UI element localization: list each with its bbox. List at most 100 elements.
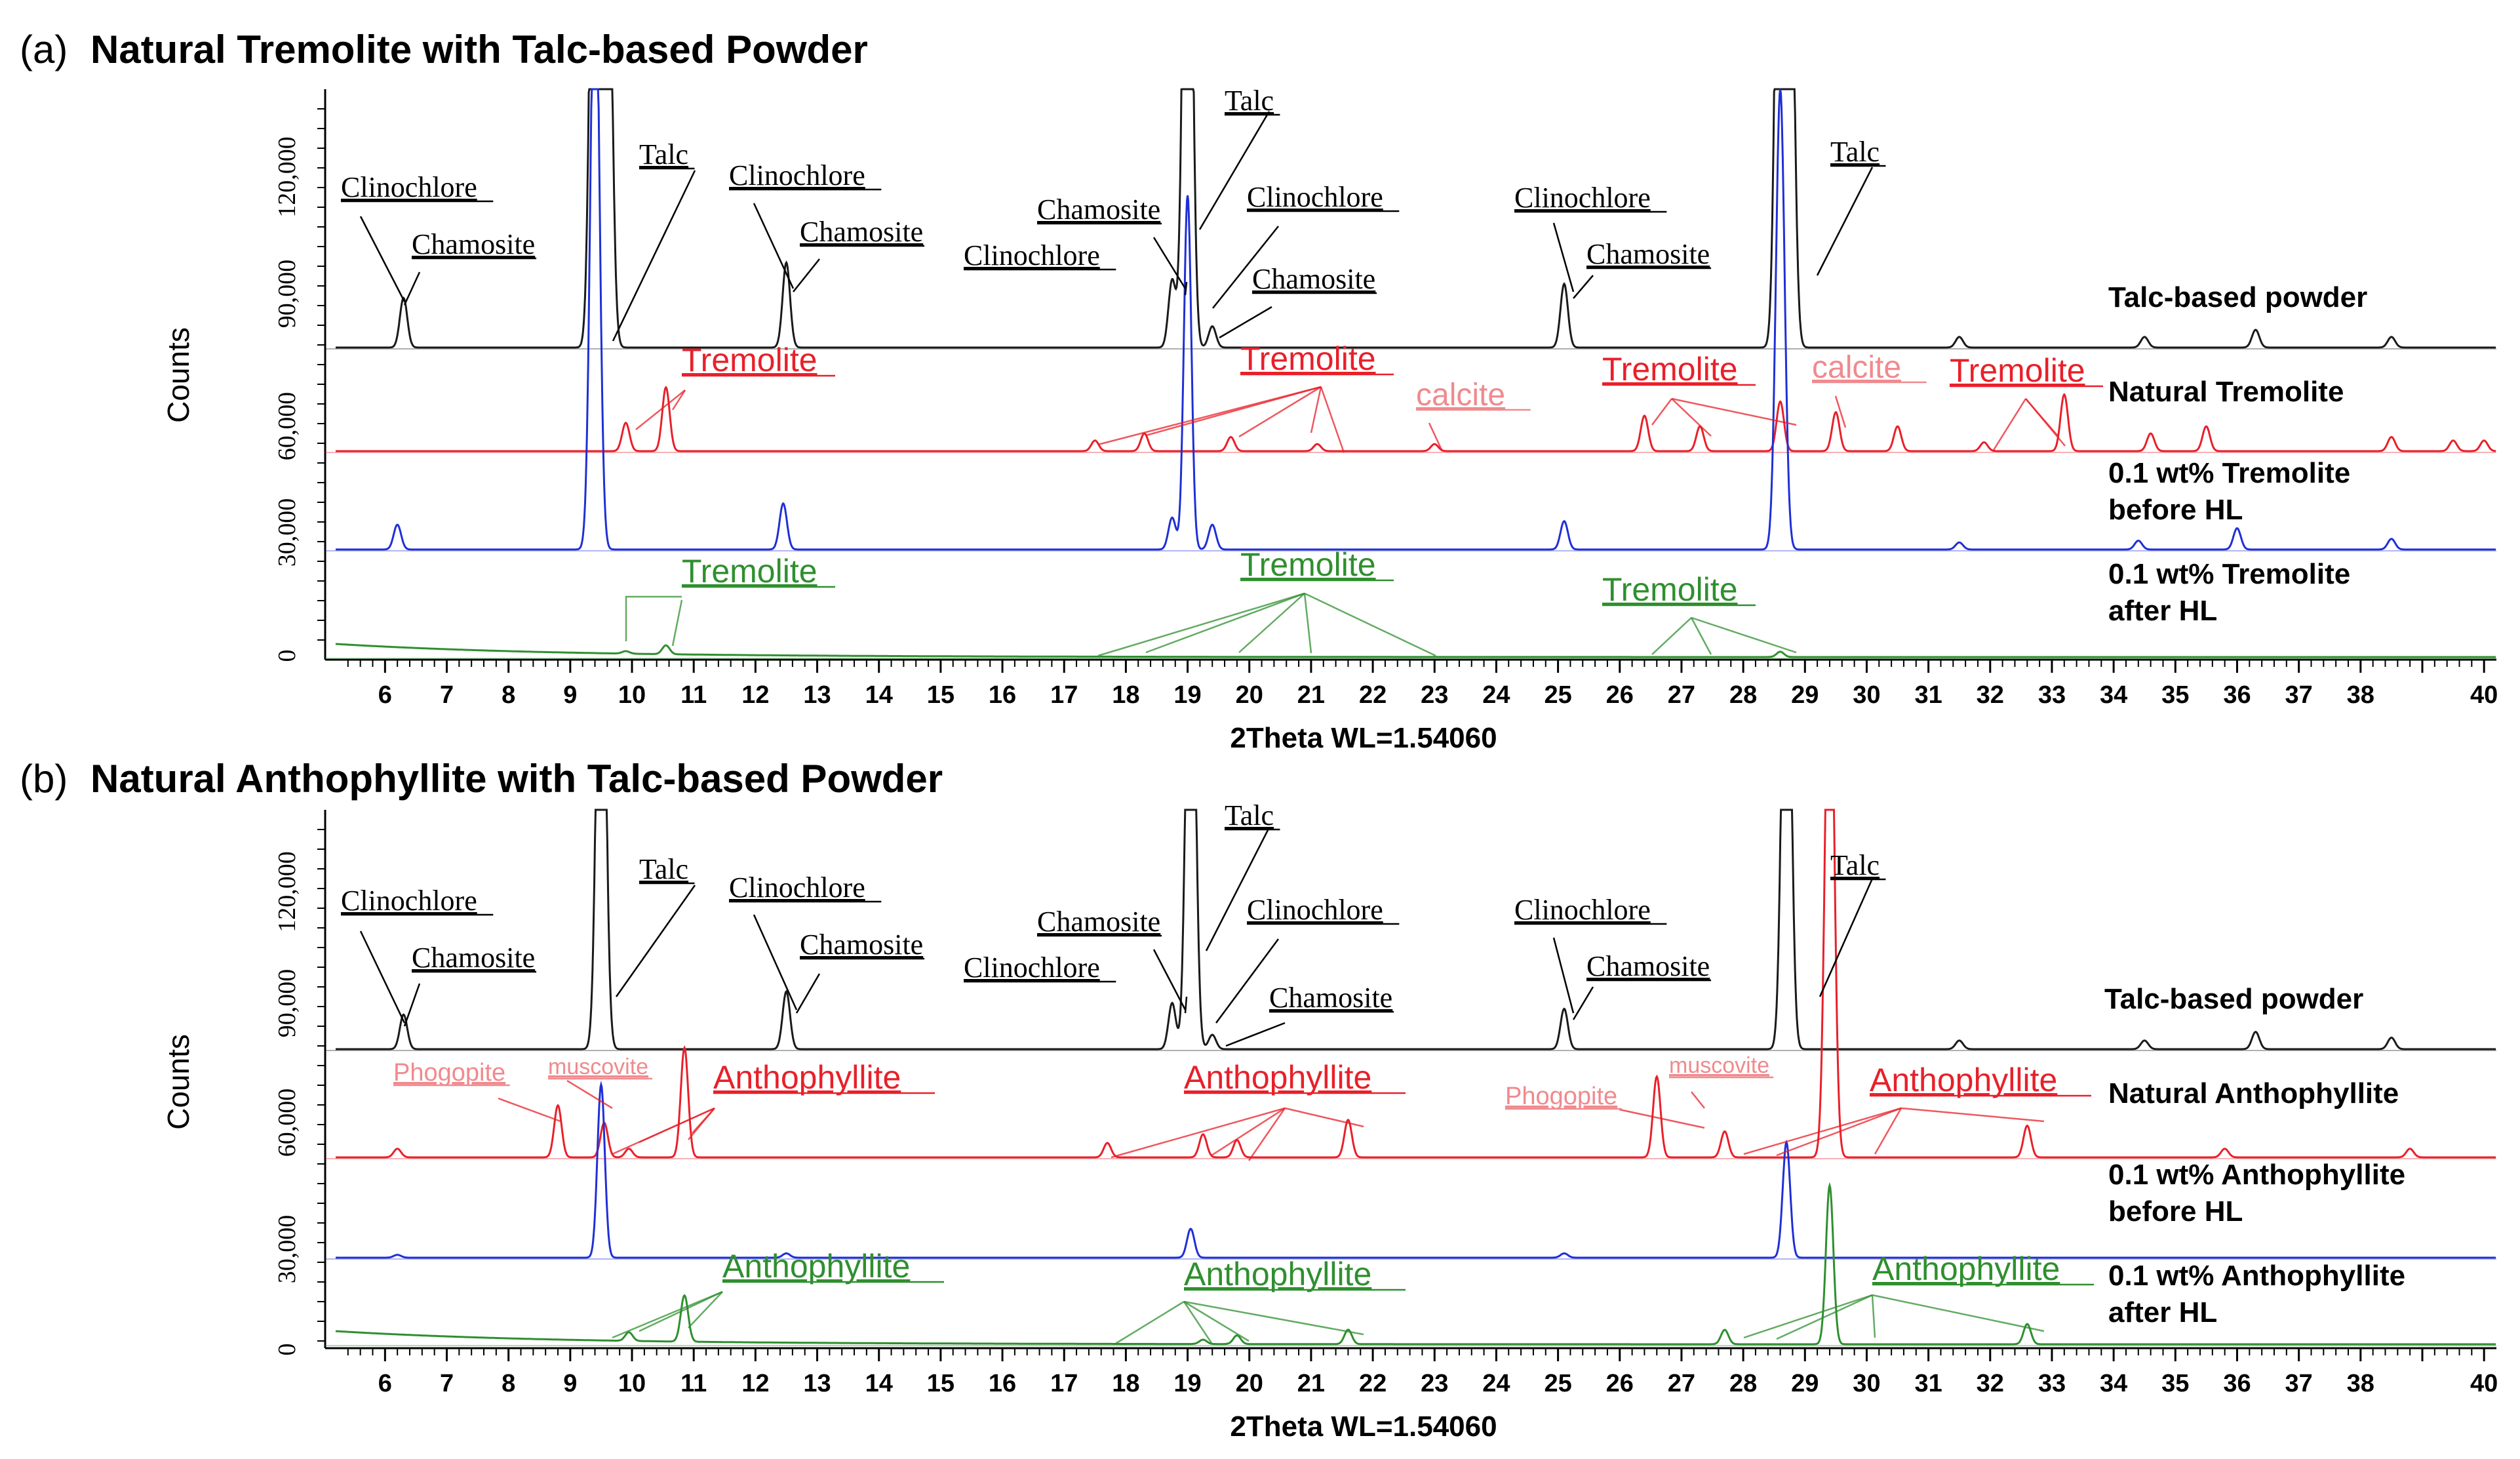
peak-label: Talc bbox=[1225, 799, 1274, 831]
peak-label: Tremolite bbox=[682, 553, 817, 590]
peak-leader-line bbox=[1183, 1300, 1364, 1336]
peak-leader-line bbox=[671, 599, 683, 647]
peak-leader-line bbox=[1428, 422, 1444, 452]
peak-leader-line bbox=[1183, 1301, 1213, 1344]
panel-a-ytick: 30,000 bbox=[273, 498, 301, 567]
peak-label: Clinochlore bbox=[1514, 894, 1651, 926]
x-tick-label: 19 bbox=[1173, 681, 1201, 709]
peak-leader-line bbox=[1238, 593, 1305, 653]
peak-leader-line bbox=[498, 1097, 561, 1123]
peak-leader-line bbox=[1198, 111, 1270, 230]
peak-label: Talc bbox=[639, 853, 688, 885]
x-tick-label: 17 bbox=[1050, 1370, 1078, 1397]
peak-label: Anthophyllite bbox=[722, 1248, 910, 1285]
peak-leader-line bbox=[1992, 398, 2027, 452]
peak-label: Clinochlore bbox=[964, 239, 1100, 271]
x-tick-label: 14 bbox=[865, 1370, 893, 1397]
peak-leader-line bbox=[1743, 1294, 1873, 1339]
peak-leader-line bbox=[1691, 616, 1797, 654]
panel-b-ylabel: Counts bbox=[161, 1034, 195, 1130]
x-tick-label: 36 bbox=[2223, 1370, 2251, 1397]
legend-entry: 0.1 wt% Tremolite after HL bbox=[2108, 558, 2350, 627]
peak-leader-line bbox=[795, 973, 821, 1014]
peak-label: Chamosite bbox=[1037, 193, 1160, 226]
peak-leader-line bbox=[1205, 827, 1270, 951]
peak-leader-line bbox=[1310, 386, 1322, 433]
legend-entry: Natural Anthophyllite bbox=[2108, 1077, 2399, 1109]
peak-leader-line bbox=[1152, 237, 1187, 289]
series-trace bbox=[336, 386, 2496, 452]
peak-leader-line bbox=[1834, 395, 1847, 428]
x-tick-label: 26 bbox=[1606, 1370, 1634, 1397]
peak-leader-line bbox=[1872, 1294, 2045, 1332]
legend-entry: 0.1 wt% Anthophyllite before HL bbox=[2108, 1159, 2405, 1228]
x-tick-label: 13 bbox=[803, 681, 831, 709]
peak-leader-line bbox=[1871, 1294, 1876, 1338]
x-tick-label: 22 bbox=[1359, 1370, 1387, 1397]
x-tick-label: 38 bbox=[2347, 681, 2374, 709]
peak-leader-line bbox=[793, 258, 820, 292]
peak-label: Anthophyllite bbox=[1872, 1250, 2060, 1287]
x-tick-label: 10 bbox=[618, 1370, 646, 1397]
panel-b-yticks: 0 30,000 60,000 90,000 120,000 bbox=[273, 851, 301, 1355]
series-trace bbox=[336, 88, 2496, 349]
peak-label: Anthophyllite bbox=[713, 1059, 901, 1096]
peak-leader-line bbox=[359, 216, 406, 302]
peak-leader-line bbox=[612, 1290, 723, 1339]
peak-label: Talc bbox=[639, 138, 688, 170]
panel-b-ytick: 120,000 bbox=[273, 851, 301, 932]
x-tick-label: 12 bbox=[741, 681, 769, 709]
peak-label: Chamosite bbox=[1586, 950, 1710, 982]
x-tick-label: 8 bbox=[502, 1370, 515, 1397]
peak-label: Talc bbox=[1225, 85, 1274, 117]
x-tick-label: 23 bbox=[1421, 681, 1448, 709]
series-trace bbox=[335, 1182, 2496, 1346]
x-tick-label: 12 bbox=[741, 1370, 769, 1397]
x-tick-label: 27 bbox=[1668, 1370, 1695, 1397]
peak-leader-line bbox=[1552, 937, 1575, 1014]
x-tick-label: 24 bbox=[1482, 1370, 1510, 1397]
x-tick-label: 21 bbox=[1297, 1370, 1325, 1397]
peak-leader-line bbox=[1776, 1107, 1902, 1157]
peak-leader-line bbox=[1320, 386, 1345, 453]
peak-leader-line bbox=[1211, 1107, 1286, 1157]
peak-label: Clinochlore bbox=[341, 885, 477, 917]
x-tick-label: 23 bbox=[1421, 1370, 1448, 1397]
x-tick-label: 26 bbox=[1606, 681, 1634, 709]
panel-a-ytick: 0 bbox=[273, 650, 301, 662]
peak-label: Tremolite bbox=[682, 342, 817, 378]
x-tick-label: 7 bbox=[440, 681, 454, 709]
peak-leader-line bbox=[1145, 592, 1305, 654]
peak-label: Phogopite bbox=[1505, 1083, 1617, 1110]
x-tick-label: 11 bbox=[680, 1370, 707, 1397]
peak-leader-line bbox=[1671, 397, 1797, 426]
peak-leader-line bbox=[403, 271, 421, 306]
x-tick-label: 16 bbox=[989, 681, 1016, 709]
x-tick-label: 18 bbox=[1112, 1370, 1139, 1397]
x-tick-label: 40 bbox=[2470, 681, 2498, 709]
peak-leader-line bbox=[753, 914, 798, 1010]
panel-b-title: Natural Anthophyllite with Talc-based Po… bbox=[90, 757, 943, 801]
peak-label: Anthophyllite bbox=[1870, 1062, 2057, 1098]
peak-label: Anthophyllite bbox=[1184, 1059, 1371, 1096]
peak-leader-line bbox=[612, 170, 696, 342]
peak-leader-line bbox=[1097, 592, 1305, 657]
panel-b-ytick: 90,000 bbox=[273, 969, 301, 1038]
peak-label: Clinochlore bbox=[1247, 181, 1383, 213]
peak-leader-line bbox=[635, 390, 686, 430]
panel-a-ytick: 120,000 bbox=[273, 136, 301, 218]
peak-leader-line bbox=[1184, 281, 1188, 296]
peak-leader-line bbox=[639, 1107, 715, 1144]
peak-leader-line bbox=[753, 203, 795, 289]
x-tick-label: 24 bbox=[1482, 681, 1510, 709]
peak-leader-line bbox=[639, 1290, 723, 1332]
peak-leader-line bbox=[1573, 275, 1594, 299]
peak-label: Clinochlore bbox=[729, 159, 865, 191]
panel-a-ytick: 90,000 bbox=[273, 260, 301, 329]
peak-label: Tremolite bbox=[1602, 351, 1738, 388]
peak-label: Chamosite bbox=[412, 228, 535, 260]
panel-a-yticks: 0 30,000 60,000 90,000 120,000 bbox=[273, 136, 301, 662]
x-tick-label: 13 bbox=[803, 1370, 831, 1397]
peak-leader-line bbox=[1212, 226, 1279, 309]
x-tick-label: 6 bbox=[378, 1370, 392, 1397]
